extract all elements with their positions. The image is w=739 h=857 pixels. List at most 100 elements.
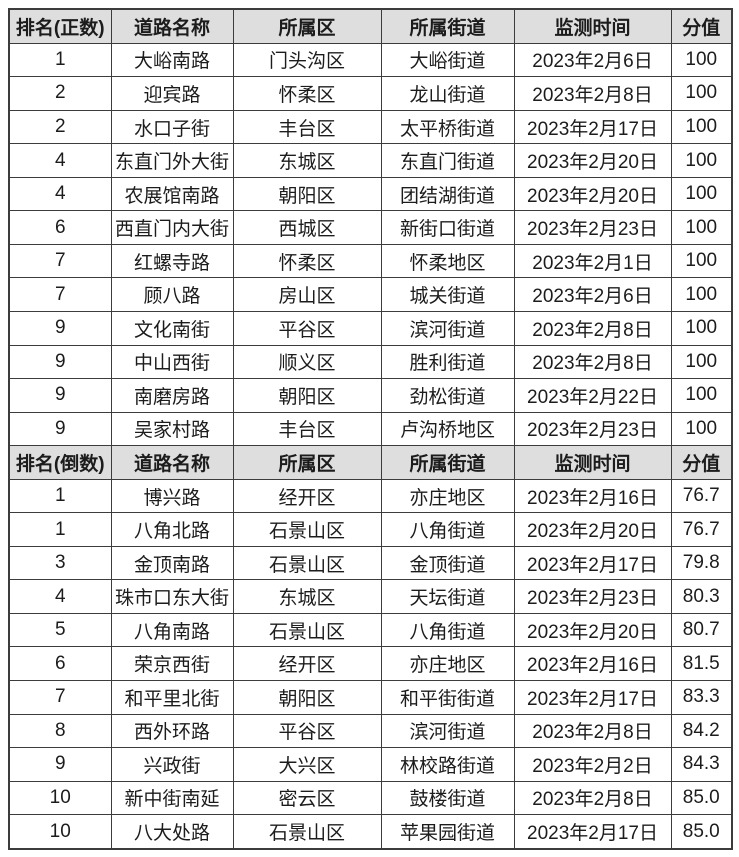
cell-score: 100	[670, 210, 733, 245]
cell-road-name: 中山西街	[110, 344, 234, 380]
cell-rank: 3	[8, 545, 112, 581]
cell-subdistrict: 滨河街道	[380, 713, 515, 749]
cell-monitor-date: 2023年2月8日	[513, 76, 672, 111]
top-ranking-header-row: 排名(正数) 道路名称 所属区 所属街道 监测时间 分值	[8, 8, 733, 44]
cell-district: 门头沟区	[232, 42, 382, 78]
cell-road-name: 顾八路	[110, 277, 234, 313]
cell-road-name: 农展馆南路	[110, 176, 234, 212]
cell-district: 东城区	[232, 143, 382, 178]
table-row: 4 农展馆南路 朝阳区 团结湖街道 2023年2月20日 100	[8, 176, 733, 212]
column-header-district: 所属区	[232, 8, 382, 44]
cell-rank: 1	[8, 512, 112, 547]
table-row: 1 八角北路 石景山区 八角街道 2023年2月20日 76.7	[8, 512, 733, 547]
cell-road-name: 南磨房路	[110, 378, 234, 413]
cell-district: 经开区	[232, 478, 382, 514]
table-row: 9 中山西街 顺义区 胜利街道 2023年2月8日 100	[8, 344, 733, 380]
table-row: 2 迎宾路 怀柔区 龙山街道 2023年2月8日 100	[8, 76, 733, 111]
cell-monitor-date: 2023年2月23日	[513, 579, 672, 614]
cell-score: 100	[670, 243, 733, 279]
cell-subdistrict: 劲松街道	[380, 378, 515, 413]
cell-monitor-date: 2023年2月23日	[513, 210, 672, 245]
cell-subdistrict: 鼓楼街道	[380, 780, 515, 816]
cell-rank: 8	[8, 713, 112, 749]
cell-monitor-date: 2023年2月17日	[513, 109, 672, 145]
table-row: 9 文化南街 平谷区 滨河街道 2023年2月8日 100	[8, 311, 733, 346]
table-row: 1 大峪南路 门头沟区 大峪街道 2023年2月6日 100	[8, 42, 733, 78]
column-header-monitor-date: 监测时间	[513, 8, 672, 44]
cell-district: 丰台区	[232, 109, 382, 145]
cell-monitor-date: 2023年2月6日	[513, 42, 672, 78]
cell-subdistrict: 胜利街道	[380, 344, 515, 380]
cell-score: 80.3	[670, 579, 733, 614]
column-header-road-name: 道路名称	[110, 8, 234, 44]
cell-subdistrict: 亦庄地区	[380, 478, 515, 514]
cell-score: 81.5	[670, 646, 733, 682]
cell-score: 100	[670, 277, 733, 313]
cell-district: 朝阳区	[232, 680, 382, 715]
cell-district: 密云区	[232, 780, 382, 816]
cell-monitor-date: 2023年2月17日	[513, 680, 672, 715]
cell-road-name: 八角南路	[110, 612, 234, 648]
cell-road-name: 西直门内大街	[110, 210, 234, 245]
cell-subdistrict: 天坛街道	[380, 579, 515, 614]
cell-subdistrict: 卢沟桥地区	[380, 411, 515, 447]
table-row: 9 兴政街 大兴区 林校路街道 2023年2月2日 84.3	[8, 747, 733, 782]
cell-rank: 9	[8, 311, 112, 346]
cell-rank: 7	[8, 243, 112, 279]
cell-road-name: 文化南街	[110, 311, 234, 346]
cell-monitor-date: 2023年2月20日	[513, 612, 672, 648]
cell-rank: 2	[8, 76, 112, 111]
cell-subdistrict: 金顶街道	[380, 545, 515, 581]
cell-monitor-date: 2023年2月1日	[513, 243, 672, 279]
cell-rank: 4	[8, 579, 112, 614]
table-row: 3 金顶南路 石景山区 金顶街道 2023年2月17日 79.8	[8, 545, 733, 581]
cell-rank: 9	[8, 378, 112, 413]
cell-rank: 1	[8, 478, 112, 514]
cell-rank: 6	[8, 646, 112, 682]
cell-road-name: 珠市口东大街	[110, 579, 234, 614]
cell-subdistrict: 怀柔地区	[380, 243, 515, 279]
cell-road-name: 大峪南路	[110, 42, 234, 78]
cell-score: 83.3	[670, 680, 733, 715]
cell-score: 84.2	[670, 713, 733, 749]
cell-subdistrict: 亦庄地区	[380, 646, 515, 682]
cell-district: 石景山区	[232, 545, 382, 581]
table-row: 7 和平里北街 朝阳区 和平街街道 2023年2月17日 83.3	[8, 680, 733, 715]
cell-score: 100	[670, 42, 733, 78]
cell-road-name: 新中街南延	[110, 780, 234, 816]
cell-road-name: 红螺寺路	[110, 243, 234, 279]
table-row: 1 博兴路 经开区 亦庄地区 2023年2月16日 76.7	[8, 478, 733, 514]
cell-rank: 9	[8, 747, 112, 782]
cell-district: 朝阳区	[232, 176, 382, 212]
cell-score: 100	[670, 378, 733, 413]
table-row: 7 红螺寺路 怀柔区 怀柔地区 2023年2月1日 100	[8, 243, 733, 279]
cell-subdistrict: 八角街道	[380, 512, 515, 547]
cell-score: 84.3	[670, 747, 733, 782]
table-row: 2 水口子街 丰台区 太平桥街道 2023年2月17日 100	[8, 109, 733, 145]
cell-rank: 9	[8, 344, 112, 380]
cell-subdistrict: 和平街街道	[380, 680, 515, 715]
cell-monitor-date: 2023年2月22日	[513, 378, 672, 413]
cell-score: 80.7	[670, 612, 733, 648]
cell-monitor-date: 2023年2月8日	[513, 713, 672, 749]
cell-monitor-date: 2023年2月20日	[513, 143, 672, 178]
cell-rank: 2	[8, 109, 112, 145]
cell-rank: 1	[8, 42, 112, 78]
table-row: 6 西直门内大街 西城区 新街口街道 2023年2月23日 100	[8, 210, 733, 245]
table-row: 10 新中街南延 密云区 鼓楼街道 2023年2月8日 85.0	[8, 780, 733, 816]
cell-district: 怀柔区	[232, 243, 382, 279]
cell-monitor-date: 2023年2月2日	[513, 747, 672, 782]
cell-district: 顺义区	[232, 344, 382, 380]
bottom-ranking-header-row: 排名(倒数) 道路名称 所属区 所属街道 监测时间 分值	[8, 445, 733, 480]
cell-subdistrict: 新街口街道	[380, 210, 515, 245]
cell-monitor-date: 2023年2月23日	[513, 411, 672, 447]
cell-road-name: 吴家村路	[110, 411, 234, 447]
cell-rank: 10	[8, 780, 112, 816]
table-row: 4 东直门外大街 东城区 东直门街道 2023年2月20日 100	[8, 143, 733, 178]
cell-district: 石景山区	[232, 512, 382, 547]
cell-district: 平谷区	[232, 311, 382, 346]
cell-district: 大兴区	[232, 747, 382, 782]
cell-rank: 7	[8, 680, 112, 715]
column-header-monitor-date: 监测时间	[513, 445, 672, 480]
